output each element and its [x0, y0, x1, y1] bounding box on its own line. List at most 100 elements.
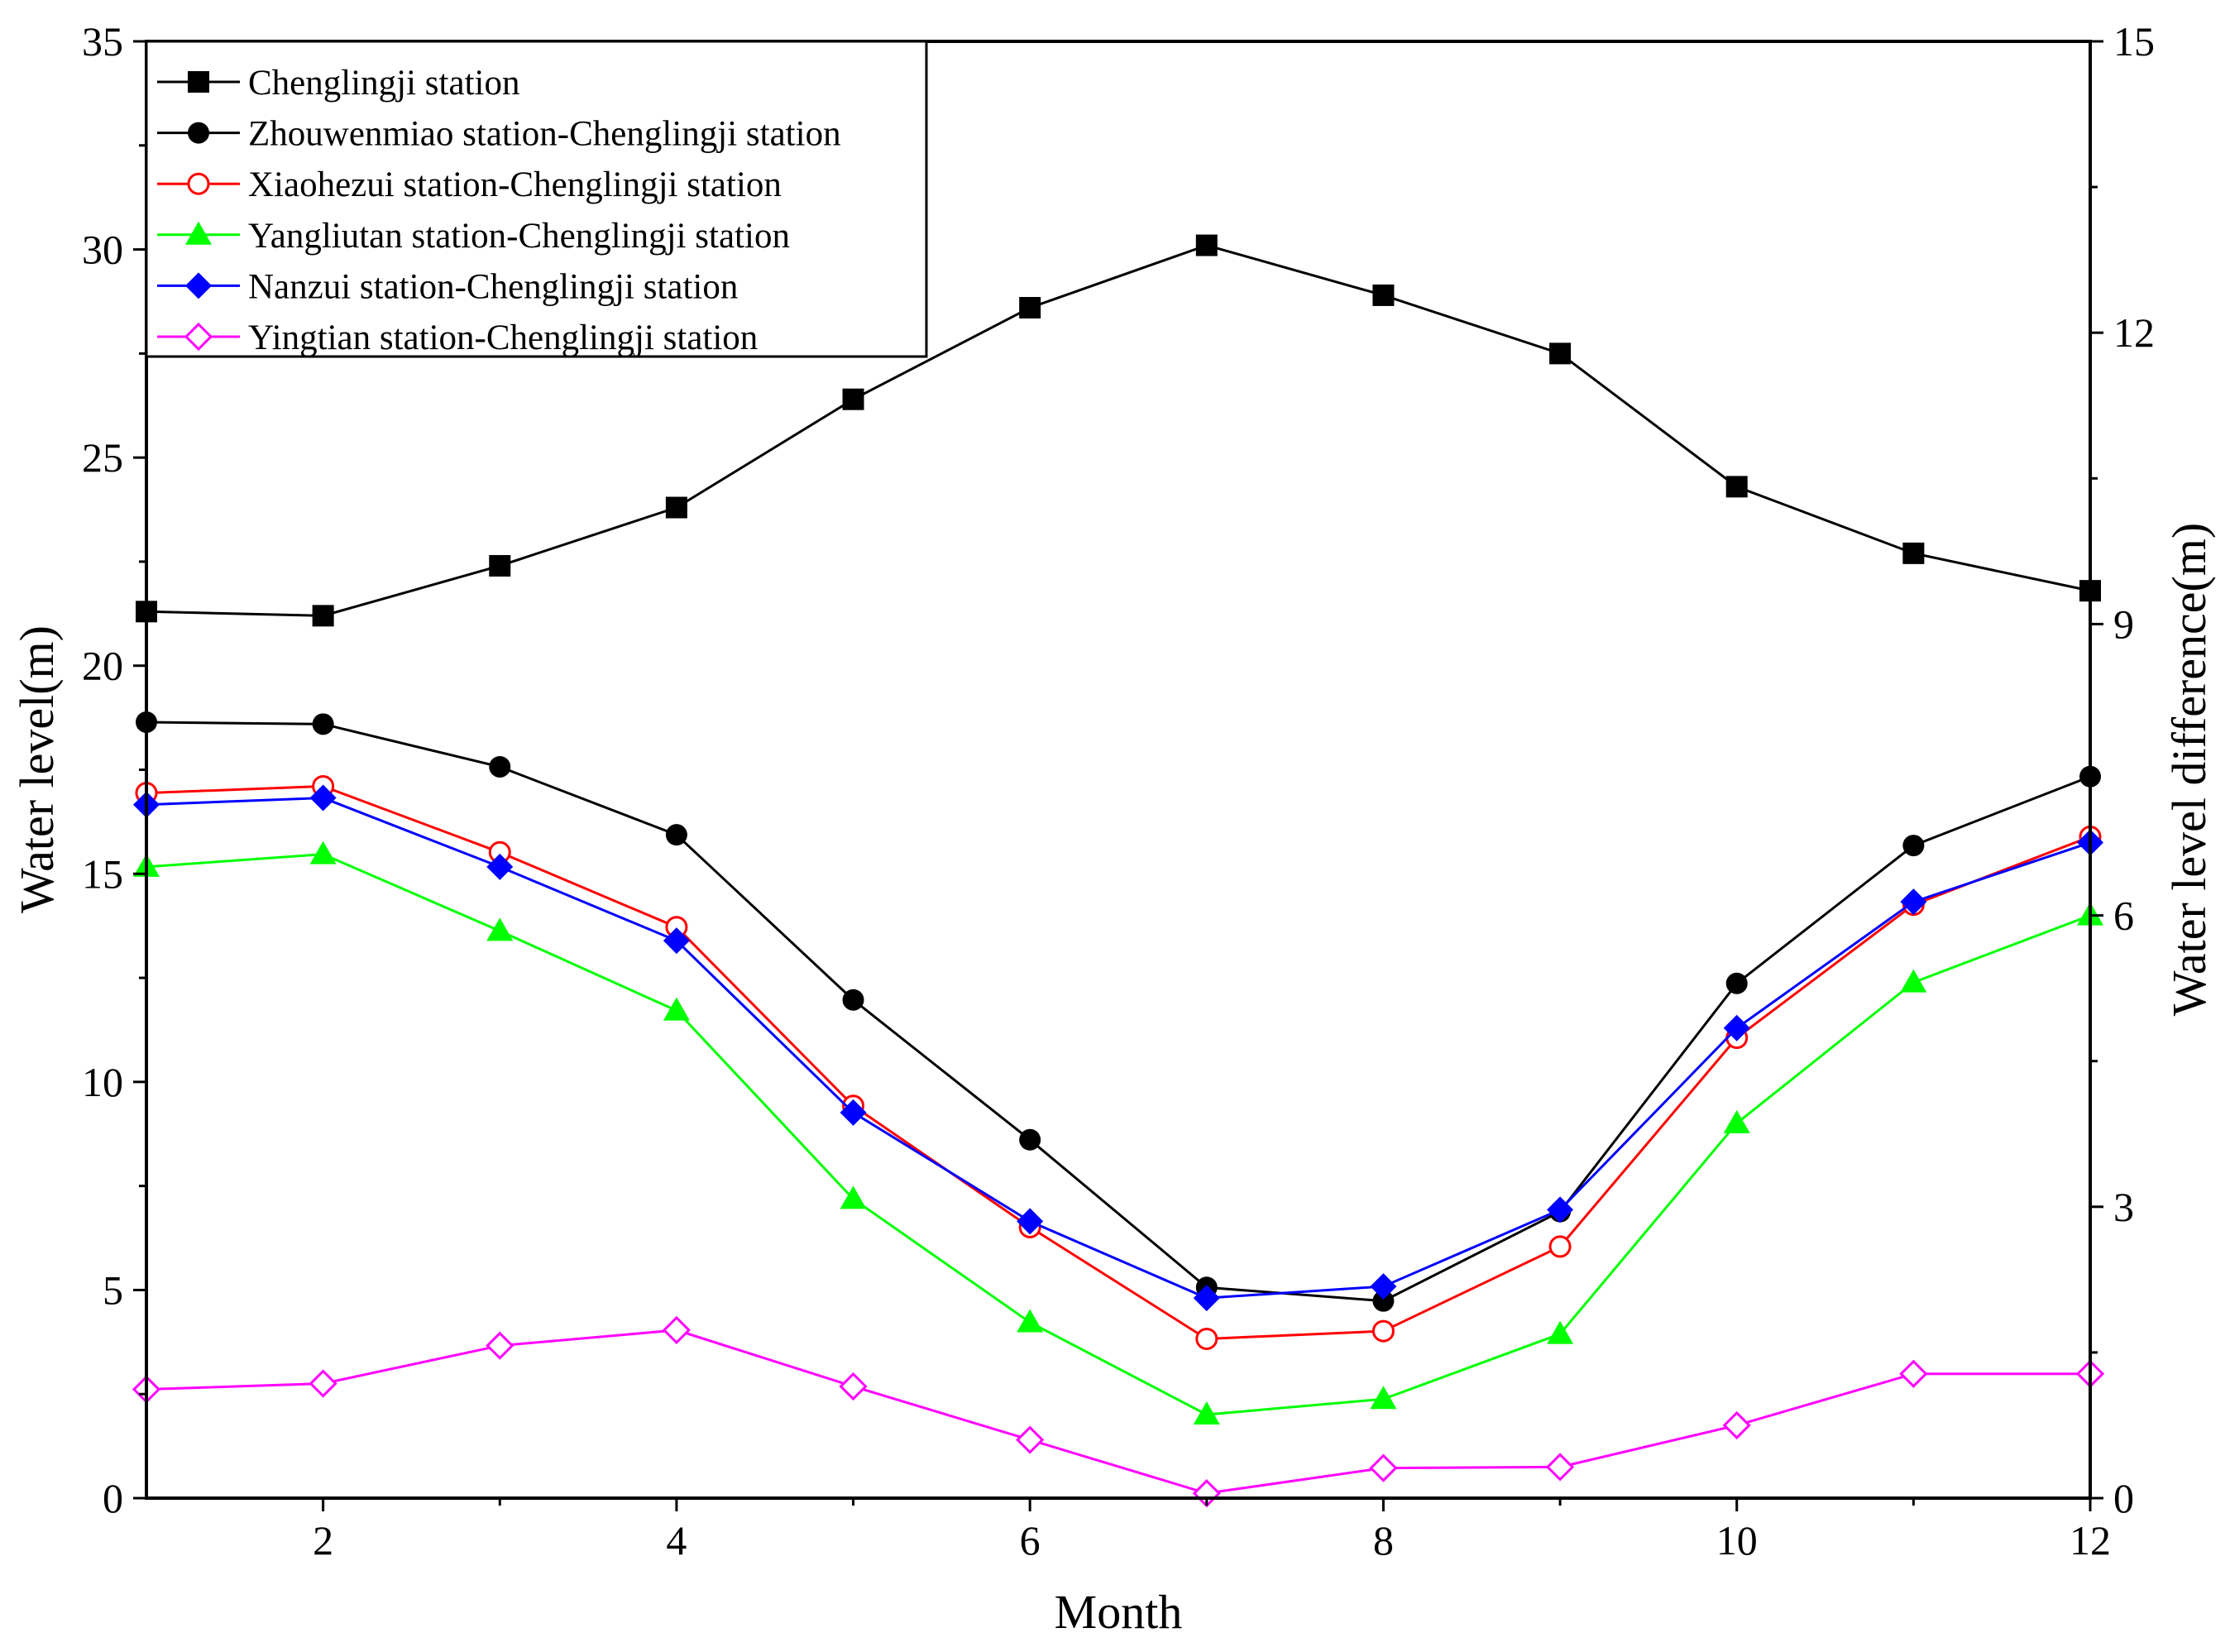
data-point	[839, 1372, 868, 1401]
data-point	[1193, 1401, 1220, 1425]
legend-marker	[185, 272, 212, 299]
plot-area	[132, 234, 2105, 1508]
y2-tick-label: 6	[2113, 893, 2134, 939]
data-point	[1372, 1290, 1395, 1312]
data-point	[665, 496, 687, 519]
y2-tick-label: 9	[2113, 601, 2134, 647]
data-point	[1019, 297, 1041, 319]
data-point	[489, 554, 511, 577]
y-tick-label: 5	[103, 1267, 123, 1313]
legend-box	[145, 40, 928, 358]
y2-tick-label: 15	[2113, 18, 2155, 65]
data-point	[1195, 234, 1218, 256]
series-line	[146, 243, 2091, 617]
y-tick-label: 25	[82, 434, 123, 481]
data-point	[1722, 1410, 1751, 1440]
data-point	[1369, 1453, 1398, 1482]
legend-marker	[188, 122, 209, 144]
y-tick-label: 20	[82, 643, 123, 689]
legend-item: Nanzui station-Chenglingji station	[157, 267, 738, 306]
series-line	[146, 797, 2091, 1300]
y2-axis-title: Water level difference(m)	[2162, 523, 2216, 1016]
data-point	[842, 388, 864, 410]
series-3	[133, 840, 2103, 1425]
y-tick-label: 30	[82, 227, 123, 273]
y-tick-label: 10	[82, 1059, 123, 1105]
data-point	[1548, 1235, 1572, 1258]
data-point	[842, 989, 864, 1011]
data-point	[840, 1099, 867, 1126]
data-point	[1017, 1208, 1044, 1235]
y-tick-label: 15	[82, 850, 123, 897]
series-line	[146, 853, 2091, 1416]
data-point	[1372, 284, 1395, 306]
data-point	[486, 1331, 514, 1360]
legend-items: Chenglingji station Zhouwenmiao station-C…	[157, 64, 841, 357]
legend-item: Yingtian station-Chenglingji station	[157, 318, 758, 357]
legend-marker	[185, 221, 212, 245]
y-tick-label: 0	[103, 1475, 123, 1521]
data-point	[489, 755, 511, 778]
legend-label: Yangliutan station-Chenglingji station	[248, 217, 790, 256]
data-point	[1193, 1285, 1220, 1312]
data-point	[1017, 1309, 1044, 1333]
data-point	[1019, 1128, 1041, 1151]
data-point	[663, 997, 690, 1021]
series-line	[146, 784, 2091, 1340]
data-point	[486, 853, 514, 880]
x-tick-label: 4	[666, 1517, 687, 1563]
x-tick-label: 8	[1373, 1517, 1394, 1563]
data-point	[1899, 1359, 1928, 1388]
data-point	[1370, 1386, 1397, 1410]
legend-item: Xiaohezui station-Chenglingji station	[157, 165, 782, 204]
data-point	[1547, 1196, 1574, 1223]
series-layer	[132, 234, 2105, 1508]
legend: Chenglingji station Zhouwenmiao station-C…	[145, 40, 928, 358]
y2-tick-label: 12	[2113, 309, 2155, 356]
data-point	[309, 1369, 337, 1398]
x-tick-label: 12	[2070, 1517, 2111, 1563]
legend-label: Chenglingji station	[248, 64, 519, 103]
legend-label: Zhouwenmiao station-Chenglingji station	[248, 115, 841, 154]
legend-item: Zhouwenmiao station-Chenglingji station	[157, 115, 841, 154]
series-4	[133, 784, 2103, 1312]
data-point	[1545, 1453, 1575, 1482]
legend-label: Yingtian station-Chenglingji station	[248, 318, 758, 357]
data-point	[1549, 342, 1572, 365]
data-point	[1725, 972, 1748, 994]
x-axis-title: Month	[1055, 1585, 1183, 1639]
series-1	[136, 711, 2101, 1312]
y2-tick-label: 0	[2113, 1475, 2134, 1521]
x-tick-label: 10	[1716, 1517, 1758, 1563]
data-point	[1371, 1319, 1395, 1343]
data-point	[1723, 1109, 1750, 1133]
legend-label: Nanzui station-Chenglingji station	[248, 267, 738, 306]
legend-item: Chenglingji station	[157, 64, 519, 103]
data-point	[312, 605, 334, 627]
data-point	[1725, 476, 1748, 498]
legend-marker	[184, 322, 213, 352]
legend-item: Yangliutan station-Chenglingji station	[157, 217, 790, 256]
data-point	[312, 713, 334, 735]
data-point	[1370, 1273, 1397, 1300]
data-point	[486, 917, 514, 941]
y-axis-title: Water level(m)	[10, 625, 64, 913]
series-line	[146, 1329, 2090, 1495]
x-tick-label: 2	[313, 1517, 333, 1563]
y-tick-label: 35	[82, 18, 123, 65]
data-point	[1723, 1014, 1750, 1041]
data-point	[840, 1185, 867, 1209]
data-point	[663, 927, 690, 955]
x-tick-label: 6	[1020, 1517, 1041, 1563]
data-point	[309, 840, 337, 864]
legend-label: Xiaohezui station-Chenglingji station	[248, 165, 782, 204]
data-point	[1195, 1327, 1218, 1350]
data-point	[662, 1315, 691, 1345]
data-point	[1547, 1320, 1574, 1344]
data-point	[1900, 888, 1927, 916]
series-line	[146, 721, 2091, 1303]
data-point	[665, 824, 687, 846]
legend-marker	[188, 71, 209, 93]
data-point	[309, 784, 337, 812]
